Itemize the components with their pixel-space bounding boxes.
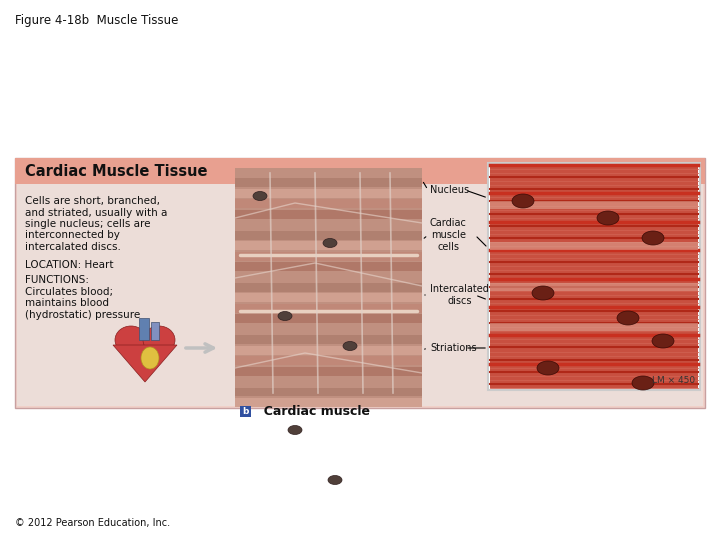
- Text: maintains blood: maintains blood: [25, 298, 109, 308]
- Ellipse shape: [617, 311, 639, 325]
- Bar: [488, 163, 700, 390]
- Bar: [235, 346, 422, 355]
- Bar: [235, 273, 422, 281]
- Bar: [235, 356, 422, 365]
- Bar: [235, 388, 422, 396]
- Text: Cells are short, branched,: Cells are short, branched,: [25, 196, 160, 206]
- Bar: [490, 201, 698, 209]
- Bar: [139, 318, 149, 340]
- Text: single nucleus; cells are: single nucleus; cells are: [25, 219, 150, 229]
- Ellipse shape: [642, 231, 664, 245]
- Ellipse shape: [328, 476, 342, 484]
- Bar: [235, 231, 422, 240]
- Text: Striations: Striations: [430, 343, 477, 353]
- Bar: [490, 165, 698, 388]
- Bar: [15, 158, 705, 184]
- Ellipse shape: [537, 361, 559, 375]
- Text: LM × 450: LM × 450: [652, 376, 695, 385]
- Text: © 2012 Pearson Education, Inc.: © 2012 Pearson Education, Inc.: [15, 518, 170, 528]
- Bar: [235, 293, 422, 302]
- Bar: [235, 325, 422, 334]
- Text: Intercalated
discs: Intercalated discs: [430, 284, 489, 306]
- Text: and striated, usually with a: and striated, usually with a: [25, 207, 167, 218]
- Bar: [235, 398, 422, 407]
- Ellipse shape: [343, 341, 357, 350]
- Text: Figure 4-18b  Muscle Tissue: Figure 4-18b Muscle Tissue: [15, 14, 179, 27]
- Text: Cardiac
muscle
cells: Cardiac muscle cells: [430, 218, 467, 252]
- Bar: [235, 314, 422, 323]
- Bar: [235, 335, 422, 344]
- Ellipse shape: [288, 426, 302, 435]
- Bar: [235, 168, 422, 177]
- Text: Cardiac muscle: Cardiac muscle: [255, 405, 370, 418]
- Bar: [235, 262, 422, 271]
- Text: Circulates blood;: Circulates blood;: [25, 287, 113, 296]
- Bar: [235, 377, 422, 386]
- Bar: [490, 242, 698, 249]
- Bar: [235, 283, 422, 292]
- Bar: [490, 282, 698, 291]
- Bar: [235, 241, 422, 250]
- Bar: [235, 178, 422, 187]
- Ellipse shape: [323, 239, 337, 247]
- Polygon shape: [113, 345, 177, 382]
- Ellipse shape: [115, 326, 147, 354]
- Bar: [235, 168, 422, 398]
- Ellipse shape: [652, 334, 674, 348]
- Bar: [235, 189, 422, 198]
- Ellipse shape: [632, 376, 654, 390]
- Bar: [235, 220, 422, 229]
- Bar: [235, 210, 422, 219]
- Ellipse shape: [141, 347, 159, 369]
- Text: interconnected by: interconnected by: [25, 231, 120, 240]
- Text: (hydrostatic) pressure: (hydrostatic) pressure: [25, 309, 140, 320]
- Text: intercalated discs.: intercalated discs.: [25, 242, 121, 252]
- Text: Cardiac Muscle Tissue: Cardiac Muscle Tissue: [25, 164, 207, 179]
- Bar: [151, 322, 159, 340]
- Ellipse shape: [597, 211, 619, 225]
- Ellipse shape: [253, 192, 267, 200]
- Bar: [17, 184, 703, 406]
- Bar: [235, 367, 422, 375]
- Text: Nucleus: Nucleus: [430, 185, 469, 195]
- Text: LOCATION: Heart: LOCATION: Heart: [25, 260, 114, 269]
- FancyArrowPatch shape: [186, 344, 213, 352]
- Ellipse shape: [532, 286, 554, 300]
- Bar: [240, 406, 251, 417]
- Ellipse shape: [278, 312, 292, 321]
- Ellipse shape: [143, 326, 175, 354]
- Bar: [490, 323, 698, 332]
- Bar: [235, 304, 422, 313]
- Bar: [235, 252, 422, 260]
- Ellipse shape: [512, 194, 534, 208]
- Bar: [235, 199, 422, 208]
- Bar: [15, 158, 705, 408]
- Text: b: b: [243, 407, 248, 416]
- Text: FUNCTIONS:: FUNCTIONS:: [25, 275, 89, 285]
